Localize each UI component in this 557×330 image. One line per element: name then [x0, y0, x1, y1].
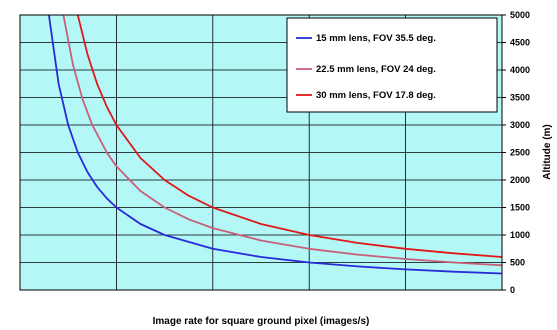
legend-label-30mm: 30 mm lens, FOV 17.8 deg.: [316, 90, 436, 101]
grid: [20, 15, 502, 290]
plot-border: [19, 14, 503, 291]
y-axis-title: Altitude (m): [542, 124, 553, 180]
y-tick-label: 3000: [510, 120, 530, 130]
legend-entry-22mm: 22.5 mm lens, FOV 24 deg.: [296, 64, 436, 75]
y-tick-label: 0: [510, 285, 515, 295]
series-1: [62, 14, 503, 267]
series-line-2: [76, 14, 503, 258]
series-0: [48, 14, 503, 275]
x-axis-title: Image rate for square ground pixel (imag…: [153, 316, 370, 327]
legend-label-15mm: 15 mm lens, FOV 35.5 deg.: [316, 33, 436, 44]
y-tick-label: 4500: [510, 38, 530, 48]
legend-box: [286, 17, 498, 113]
legend-entry-15mm: 15 mm lens, FOV 35.5 deg.: [296, 33, 436, 44]
legend: 15 mm lens, FOV 35.5 deg. 22.5 mm lens, …: [286, 17, 498, 113]
y-tick-label: 3500: [510, 93, 530, 103]
y-tick-label: 1000: [510, 230, 530, 240]
series-lines: [48, 14, 503, 275]
legend-entry-30mm: 30 mm lens, FOV 17.8 deg.: [296, 90, 436, 101]
y-tick-labels: 0 500 1000 1500 2000 2500 3000 3500 4000 4500 5000: [502, 10, 530, 295]
y-tick-label: 5000: [510, 10, 530, 20]
y-tick-label: 2500: [510, 148, 530, 158]
y-tick-label: 1500: [510, 203, 530, 213]
series-2: [76, 14, 503, 258]
series-line-0: [48, 14, 503, 275]
legend-label-22mm: 22.5 mm lens, FOV 24 deg.: [316, 64, 436, 75]
y-tick-label: 2000: [510, 175, 530, 185]
y-tick-label: 4000: [510, 65, 530, 75]
y-tick-label: 500: [510, 258, 525, 268]
series-line-1: [62, 14, 503, 267]
